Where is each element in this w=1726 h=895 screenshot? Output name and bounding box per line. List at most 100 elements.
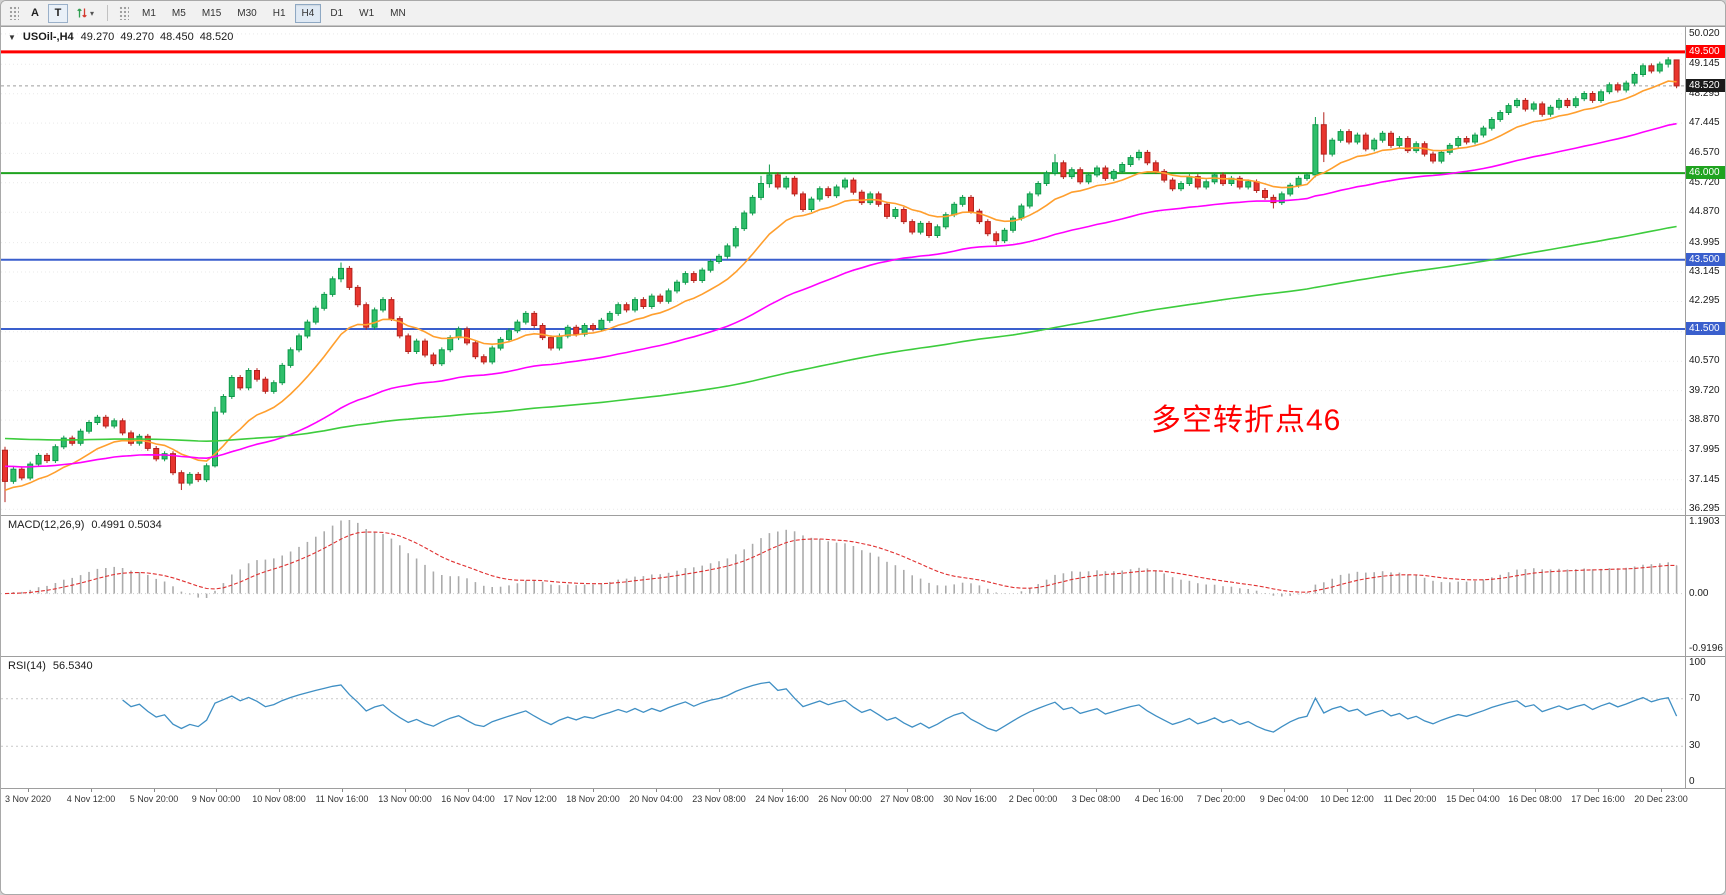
macd-panel: 1.1903 0.00 -0.9196 MACD(12,26,9) 0.4991 0… <box>1 515 1725 656</box>
time-tick <box>1661 789 1662 792</box>
price-tag: 49.500 <box>1686 45 1725 58</box>
dropdown-caret-icon: ▾ <box>90 8 95 18</box>
time-tick <box>1096 789 1097 792</box>
timeframe-buttons: M1 M5 M15 M30 H1 H4 D1 W1 MN <box>135 3 413 23</box>
time-axis-label: 5 Nov 20:00 <box>129 794 179 804</box>
axis-label: -0.9196 <box>1689 643 1723 654</box>
time-tick <box>1033 789 1034 792</box>
arrows-tool-button[interactable]: ▾ <box>71 4 99 23</box>
axis-label: 36.295 <box>1689 503 1720 514</box>
axis-label: 38.870 <box>1689 414 1720 425</box>
period-button-d1[interactable]: D1 <box>323 4 350 23</box>
rsi-scale[interactable]: 100 70 30 0 <box>1685 657 1725 788</box>
axis-label: 49.145 <box>1689 58 1720 69</box>
main-chart-panel: 50.020 49.145 48.295 47.445 46.570 45.720 44.8… <box>1 26 1725 515</box>
period-button-m15[interactable]: M15 <box>195 4 228 23</box>
time-axis-label: 10 Dec 12:00 <box>1320 794 1374 804</box>
time-tick <box>1159 789 1160 792</box>
axis-label: 0.00 <box>1689 588 1709 599</box>
time-tick <box>468 789 469 792</box>
time-tick <box>593 789 594 792</box>
main-chart-canvas[interactable] <box>1 27 1685 516</box>
text-tool-button[interactable]: T <box>48 3 68 23</box>
time-axis-label: 18 Nov 20:00 <box>566 794 620 804</box>
time-axis-label: 24 Nov 16:00 <box>755 794 809 804</box>
rsi-panel: 100 70 30 0 RSI(14) 56.5340 <box>1 656 1725 788</box>
toolbar-separator <box>107 5 109 21</box>
time-axis-label: 9 Dec 04:00 <box>1259 794 1309 804</box>
time-tick <box>1347 789 1348 792</box>
time-tick <box>1598 789 1599 792</box>
price-scale[interactable]: 50.020 49.145 48.295 47.445 46.570 45.720 44.8… <box>1685 27 1725 515</box>
time-axis-label: 17 Dec 16:00 <box>1571 794 1625 804</box>
axis-label: 37.995 <box>1689 444 1720 455</box>
macd-name: MACD(12,26,9) <box>8 519 85 531</box>
time-tick <box>530 789 531 792</box>
price-tag: 48.520 <box>1686 79 1725 92</box>
time-axis-label: 4 Dec 16:00 <box>1134 794 1184 804</box>
period-button-mn[interactable]: MN <box>383 4 413 23</box>
time-axis-label: 20 Nov 04:00 <box>629 794 683 804</box>
toolbar-drag-handle-icon[interactable] <box>9 6 19 20</box>
symbol-header: ▼ USOil-,H4 49.270 49.270 48.450 48.520 <box>8 31 233 43</box>
time-tick <box>216 789 217 792</box>
axis-label: 50.020 <box>1689 28 1720 39</box>
time-tick <box>91 789 92 792</box>
time-axis-label: 20 Dec 23:00 <box>1634 794 1688 804</box>
price-tag: 43.500 <box>1686 253 1725 266</box>
time-axis-label: 23 Nov 08:00 <box>692 794 746 804</box>
time-axis-label: 4 Nov 12:00 <box>66 794 116 804</box>
axis-label: 45.720 <box>1689 177 1720 188</box>
time-tick <box>1473 789 1474 792</box>
period-button-m1[interactable]: M1 <box>135 4 163 23</box>
rsi-value: 56.5340 <box>52 660 93 672</box>
price-tag: 46.000 <box>1686 166 1725 179</box>
time-tick <box>405 789 406 792</box>
moving-averages-layer <box>4 80 1677 492</box>
periods-toolbar-drag-handle-icon[interactable] <box>119 6 130 20</box>
time-axis-label: 30 Nov 16:00 <box>943 794 997 804</box>
time-tick <box>970 789 971 792</box>
macd-chart-canvas[interactable] <box>1 516 1685 656</box>
time-tick <box>1535 789 1536 792</box>
period-button-w1[interactable]: W1 <box>352 4 381 23</box>
axis-label: 1.1903 <box>1689 516 1720 527</box>
axis-label: 44.870 <box>1689 206 1720 217</box>
chart-annotation-text: 多空转折点46 <box>1151 404 1342 437</box>
label-tool-button[interactable]: A <box>25 4 45 23</box>
time-tick <box>342 789 343 792</box>
axis-label: 0 <box>1689 776 1695 787</box>
time-tick <box>279 789 280 792</box>
macd-scale[interactable]: 1.1903 0.00 -0.9196 <box>1685 516 1725 656</box>
time-axis-label: 7 Dec 20:00 <box>1196 794 1246 804</box>
axis-label: 48.295 <box>1689 88 1720 99</box>
time-axis-label: 2 Dec 00:00 <box>1008 794 1058 804</box>
period-button-h1[interactable]: H1 <box>266 4 293 23</box>
time-axis-label: 26 Nov 00:00 <box>818 794 872 804</box>
period-button-m5[interactable]: M5 <box>165 4 193 23</box>
axis-label: 43.145 <box>1689 266 1720 277</box>
time-axis-label: 16 Dec 08:00 <box>1508 794 1562 804</box>
time-axis-label: 3 Nov 2020 <box>4 794 52 804</box>
time-tick <box>154 789 155 792</box>
time-tick <box>845 789 846 792</box>
axis-label: 39.720 <box>1689 385 1720 396</box>
chart-expander-icon[interactable]: ▼ <box>8 32 16 42</box>
grid-layer <box>1 33 1685 510</box>
rsi-chart-canvas[interactable] <box>1 657 1685 788</box>
time-axis-label: 16 Nov 04:00 <box>441 794 495 804</box>
time-tick <box>1410 789 1411 792</box>
axis-label: 42.295 <box>1689 295 1720 306</box>
rsi-indicator-label: RSI(14) 56.5340 <box>8 660 93 672</box>
rsi-name: RSI(14) <box>8 660 46 672</box>
up-down-arrows-icon <box>77 8 87 18</box>
time-axis-label: 9 Nov 00:00 <box>191 794 241 804</box>
rsi-line <box>122 681 1678 733</box>
axis-label: 37.145 <box>1689 474 1720 485</box>
time-axis-label: 11 Nov 16:00 <box>315 794 369 804</box>
period-button-m30[interactable]: M30 <box>230 4 263 23</box>
time-axis[interactable]: 3 Nov 2020 4 Nov 12:00 5 Nov 20:00 9 Nov 00… <box>1 788 1725 809</box>
toolbar: A T ▾ M1 M5 M15 M30 H1 H4 D1 W1 MN <box>1 1 1725 26</box>
period-button-h4[interactable]: H4 <box>294 3 322 23</box>
